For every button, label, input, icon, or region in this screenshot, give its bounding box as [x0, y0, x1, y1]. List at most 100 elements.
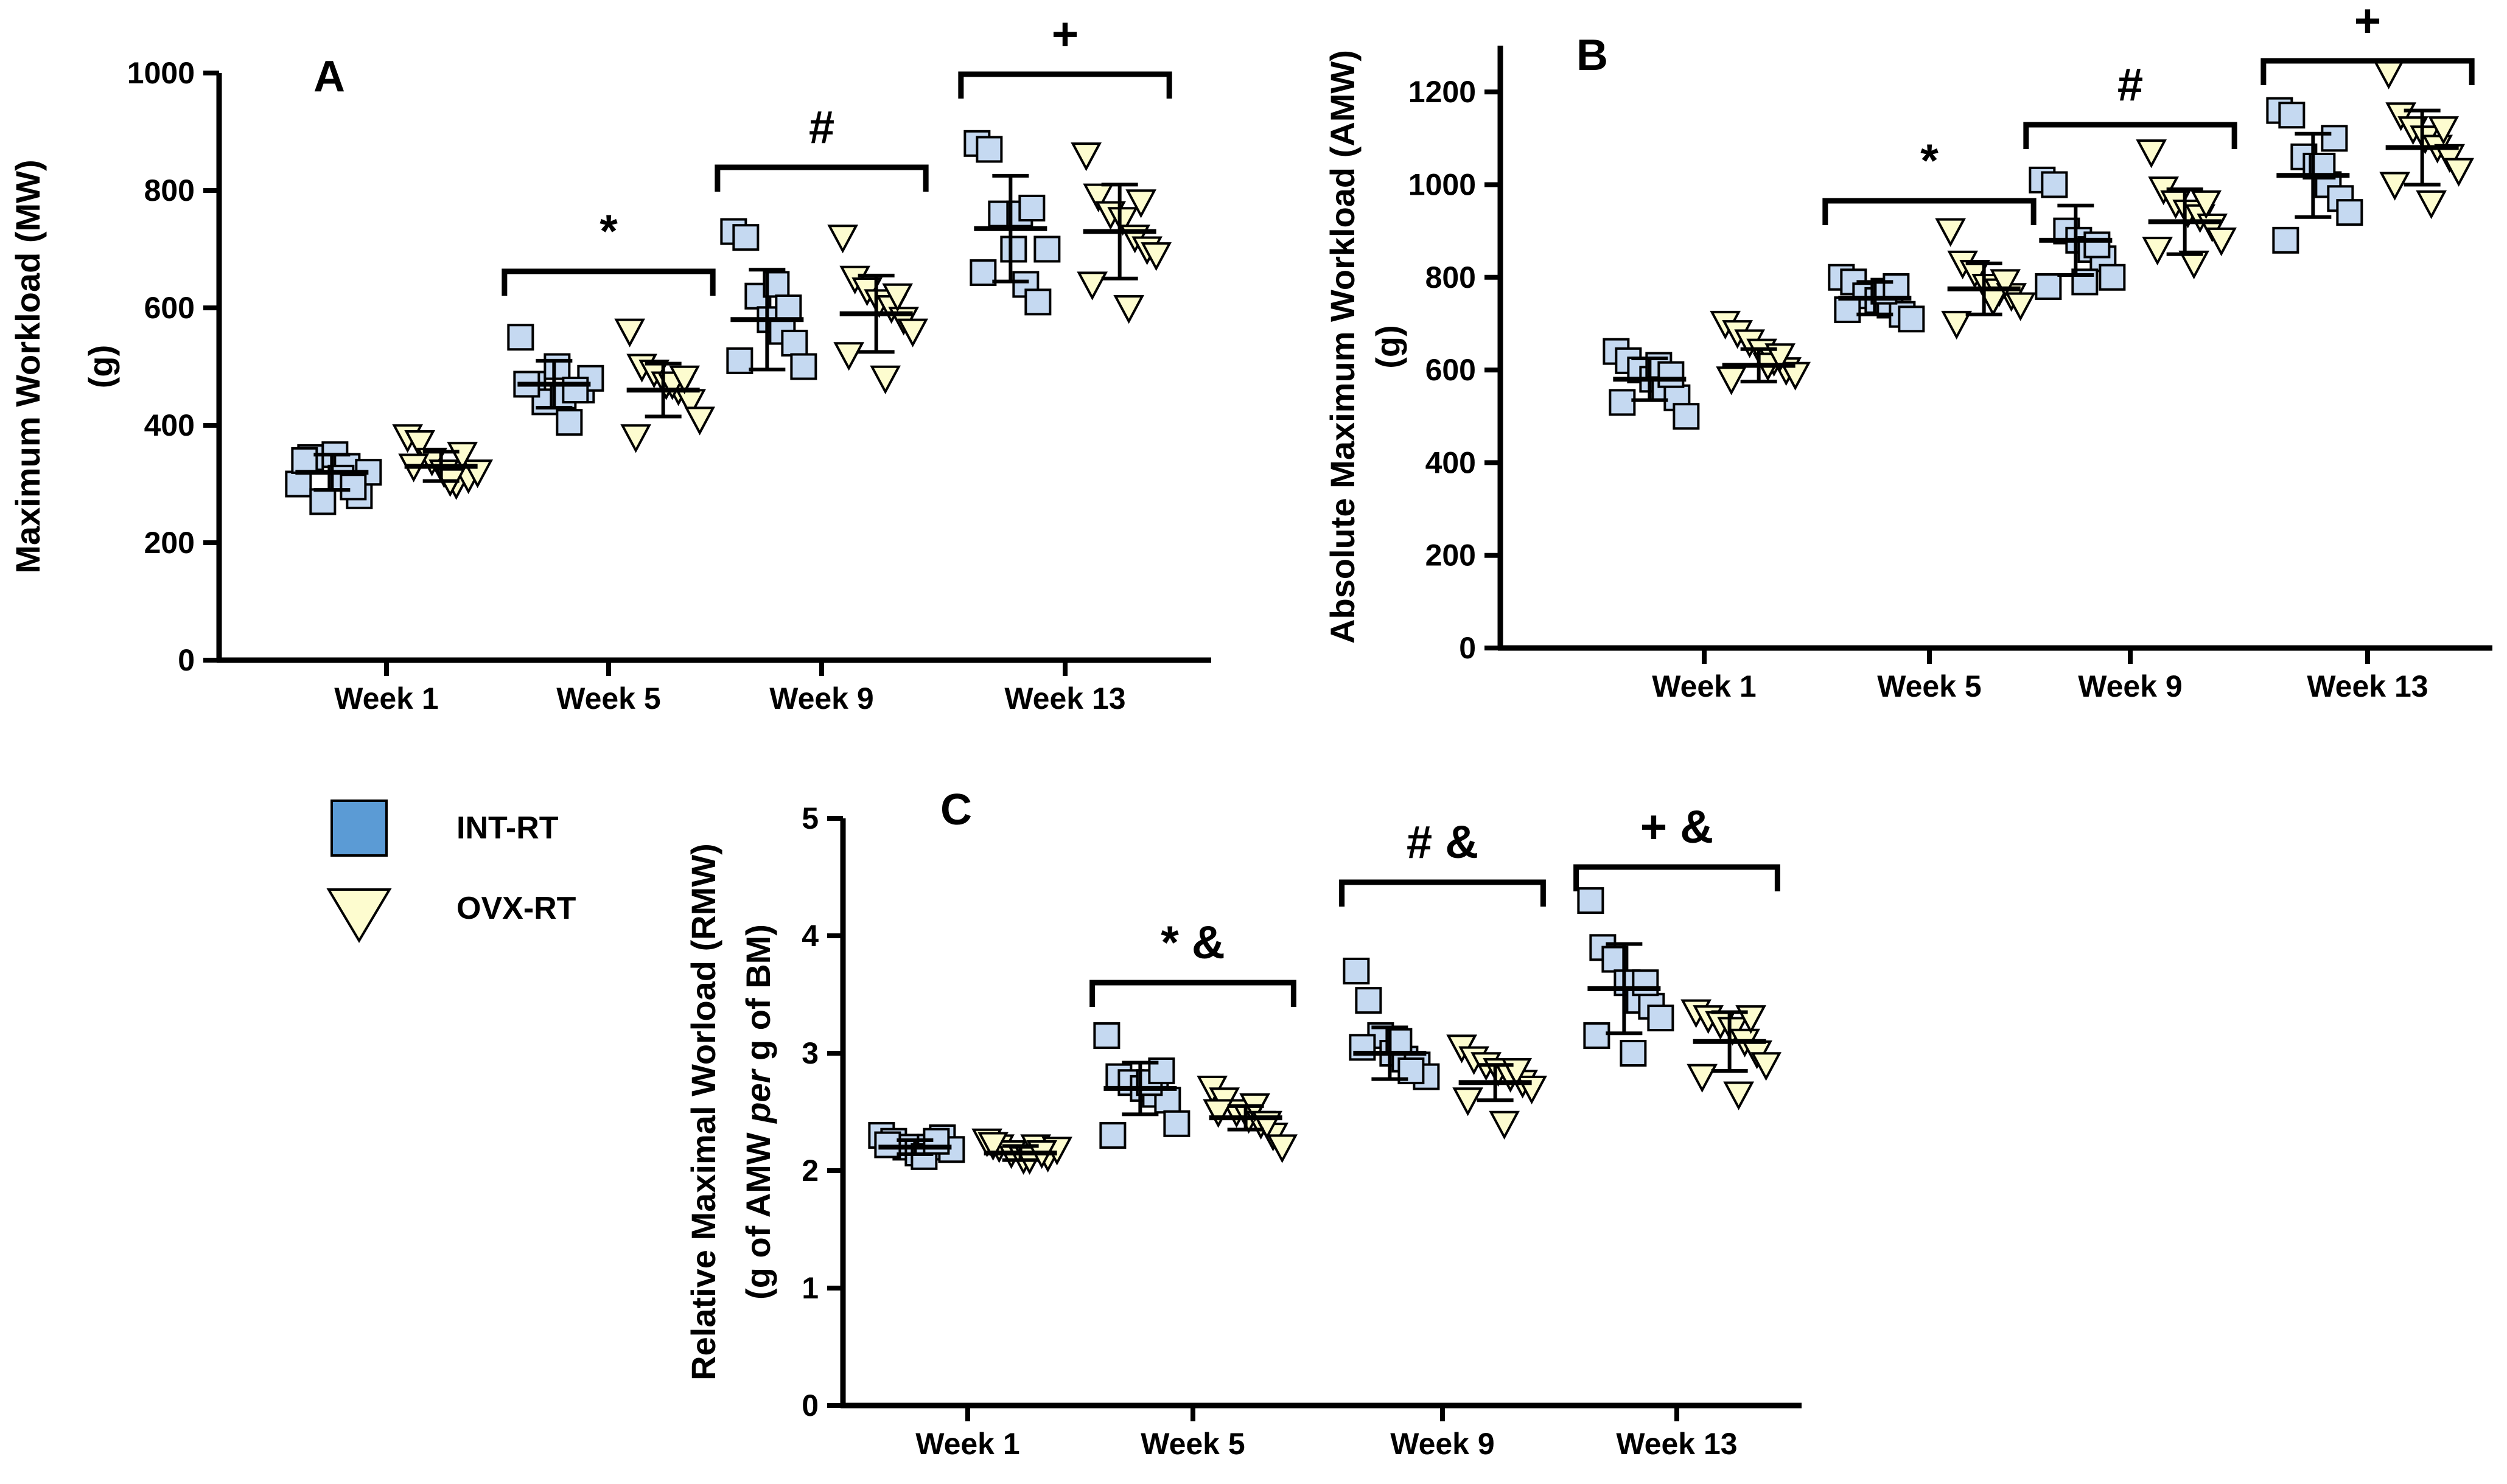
panel-b-int-rt-point	[2083, 231, 2111, 259]
panel-c: C 0 1 2 3 4 5 Week 1 Week 5 Week 9 Week 13 Relative…	[684, 786, 1802, 1461]
panel-a-int-rt-point	[781, 329, 808, 357]
panel-c-y-tick-label: 5	[802, 801, 819, 835]
panel-c-y-axis-title: Relative Maximal Worload (RMW)	[684, 843, 722, 1381]
panel-c-ovx-rt-point	[1750, 1052, 1781, 1081]
panel-a-significance-label: +	[1052, 9, 1079, 60]
panel-b-ovx-rt-point	[2428, 116, 2459, 145]
panel-b-significance-bracket	[2260, 58, 2475, 85]
panel-b-y-tick-label: 0	[1459, 631, 1476, 665]
panel-b-category-label-week-9: Week 9	[2078, 669, 2182, 703]
panel-a-ovx-rt-point	[1083, 183, 1114, 212]
panel-a: A 0 200 400 600 800 1000 Week 1 Week 5 Week 9 Week…	[9, 9, 1211, 716]
panel-a-significance-bracket	[958, 71, 1172, 99]
panel-b-int-rt-point	[1898, 305, 1925, 333]
panel-a-int-rt-point	[507, 324, 534, 351]
panel-a-category-label-week-5: Week 5	[556, 681, 660, 716]
panel-b-int-rt-point	[2336, 199, 2363, 226]
panel-b-ovx-rt-point	[2136, 139, 2167, 169]
panel-b-int-rt-point	[2035, 273, 2062, 300]
panel-b-ovx-rt-point	[2191, 190, 2222, 220]
panel-c-significance-bracket	[1089, 980, 1296, 1007]
panel-c-int-rt-point	[1397, 1057, 1425, 1084]
panel-b-ovx-rt-point	[2005, 292, 2036, 321]
panel-a-y-tick-label: 800	[144, 173, 195, 207]
panel-a-int-rt-point	[1024, 288, 1052, 316]
panel-b-y-tick-label: 1000	[1408, 167, 1476, 201]
panel-a-ovx-rt-point	[447, 442, 478, 471]
panel-a-category-label-week-1: Week 1	[334, 681, 438, 716]
panel-a-y-tick-label: 600	[144, 291, 195, 325]
panel-a-ovx-rt-point	[614, 318, 645, 347]
panel-a-ovx-rt-point	[1077, 271, 1108, 301]
panel-b-ovx-rt-point	[2142, 237, 2173, 266]
panel-a-int-rt-point	[775, 294, 802, 321]
panel-b-ovx-rt-point	[1959, 260, 1990, 289]
panel-b-ovx-rt-point	[2379, 172, 2410, 201]
panel-c-y-tick-label: 4	[802, 919, 819, 953]
panel-b-int-rt-point	[1609, 389, 1636, 416]
panel-b-letter: B	[1576, 31, 1608, 80]
panel-c-int-rt-point	[1647, 1005, 1674, 1032]
panel-a-ovx-rt-point	[620, 424, 651, 453]
panel-a-int-rt-point	[544, 353, 571, 380]
panel-c-ovx-rt-point	[1687, 1064, 1718, 1093]
panel-a-significance-label: *	[600, 206, 618, 257]
panel-b-y-tick-label: 400	[1425, 445, 1476, 479]
panel-b-int-rt-point	[2041, 171, 2068, 198]
panel-b: B 0 200 400 600 800 1000 1200 Week 1 Week 5 Week 9…	[1323, 0, 2492, 703]
panel-c-int-rt-point	[1620, 1040, 1647, 1067]
panel-a-int-rt-point	[562, 377, 589, 404]
panel-b-int-rt-point	[2278, 102, 2306, 129]
panel-b-y-tick-label: 600	[1425, 353, 1476, 387]
panel-a-ovx-rt-point	[669, 365, 700, 395]
panel-b-significance-bracket	[1822, 198, 2037, 225]
panel-b-int-rt-point	[2099, 263, 2126, 291]
panel-c-significance-label: * &	[1161, 917, 1225, 969]
panel-a-int-rt-point	[1018, 194, 1046, 221]
panel-c-y-tick-label: 3	[802, 1036, 819, 1070]
panel-a-y-tick-label: 200	[144, 526, 195, 560]
panel-a-letter: A	[313, 52, 345, 101]
panel-b-y-axis-unit: (g)	[1369, 325, 1407, 369]
panel-a-int-rt-point	[976, 136, 1003, 163]
panel-c-y-tick-label: 2	[802, 1154, 819, 1188]
panel-b-int-rt-point	[1657, 361, 1685, 388]
panel-a-int-rt-point	[970, 259, 997, 287]
panel-a-significance-label: #	[809, 102, 834, 153]
panel-a-ovx-rt-point	[1141, 242, 1172, 271]
panel-a-ovx-rt-point	[1113, 295, 1144, 324]
legend: INT-RT OVX-RT	[326, 799, 576, 943]
panel-a-int-rt-point	[1033, 235, 1061, 263]
panel-a-int-rt-point	[285, 470, 312, 498]
panel-a-int-rt-point	[340, 473, 367, 501]
panel-c-category-label-week-9: Week 9	[1390, 1427, 1494, 1461]
panel-c-int-rt-point	[1349, 1034, 1376, 1061]
panel-a-ovx-rt-point	[882, 283, 913, 312]
panel-c-int-rt-point	[1583, 1022, 1610, 1050]
panel-c-int-rt-point	[1355, 987, 1382, 1014]
panel-a-significance-bracket	[715, 164, 929, 192]
panel-a-int-rt-point	[291, 447, 318, 474]
panel-c-int-rt-point	[1099, 1122, 1127, 1149]
panel-b-int-rt-point	[1673, 403, 1700, 430]
panel-c-int-rt-point	[1163, 1110, 1191, 1137]
panel-c-ovx-rt-point	[1723, 1081, 1754, 1110]
panel-a-significance-bracket	[502, 268, 716, 296]
panel-c-ovx-rt-point	[1267, 1134, 1298, 1163]
panel-a-ovx-rt-point	[1107, 207, 1138, 236]
panel-b-int-rt-point	[1834, 296, 1861, 324]
panel-a-y-tick-label: 0	[178, 643, 195, 677]
panel-a-y-axis-title: Maximum Workload (MW)	[9, 159, 47, 573]
panel-b-category-label-week-5: Week 5	[1877, 669, 1981, 703]
panel-a-y-tick-label: 400	[144, 408, 195, 442]
legend-int-rt-square-icon	[330, 799, 388, 857]
panel-a-int-rt-point	[726, 347, 753, 374]
panel-c-category-label-week-5: Week 5	[1141, 1427, 1245, 1461]
panel-c-y-axis-unit: (g of AMW per g of BM)	[739, 924, 777, 1300]
panel-c-int-rt-point	[1577, 887, 1604, 914]
legend-int-rt-label: INT-RT	[456, 810, 559, 846]
panel-a-y-tick-label: 1000	[127, 56, 195, 90]
panel-a-ovx-rt-point	[1125, 189, 1156, 218]
panel-c-category-label-week-13: Week 13	[1616, 1427, 1737, 1461]
